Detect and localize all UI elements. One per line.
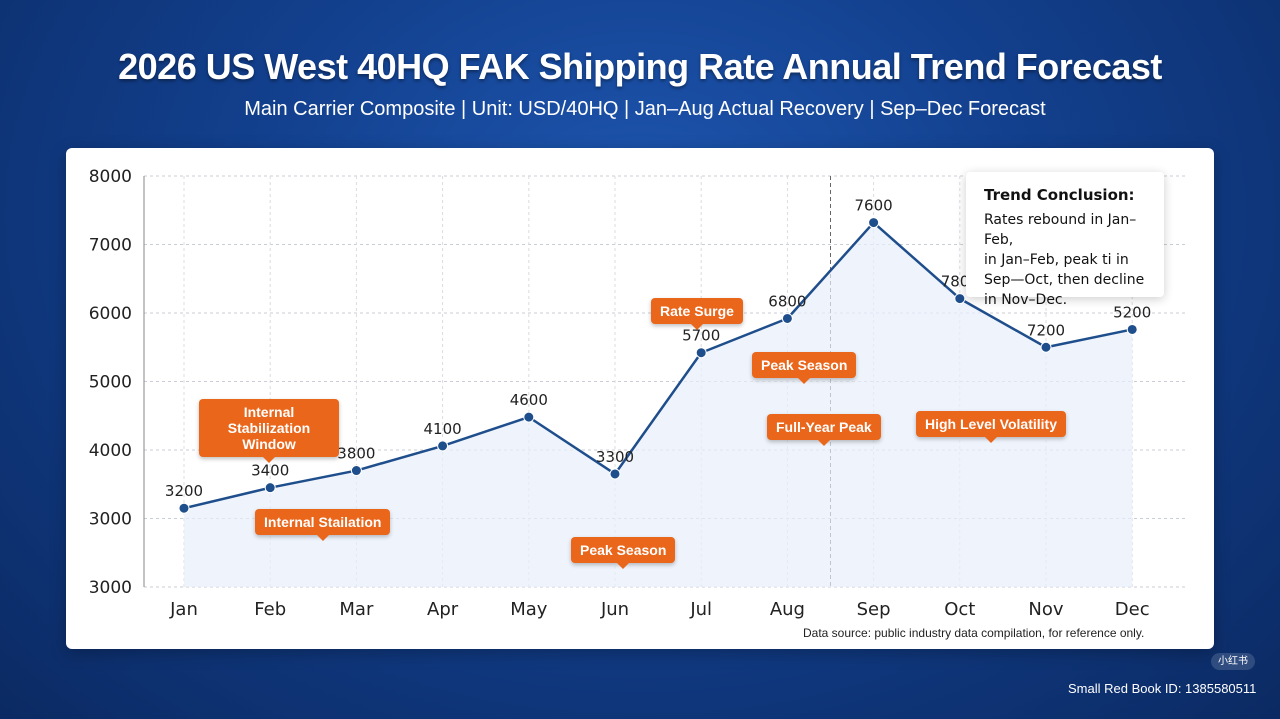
data-label: 5700 [682,327,720,345]
data-label: 7200 [1027,321,1065,339]
data-point [781,312,793,324]
data-point [350,465,362,477]
x-tick-label: Jul [689,599,712,620]
data-label: 4100 [424,420,462,438]
y-tick-label: 7000 [89,236,132,256]
conclusion-line-4: in Nov–Dec. [984,292,1068,308]
data-point [437,440,449,452]
data-point [695,347,707,359]
chart-title: 2026 US West 40HQ FAK Shipping Rate Annu… [118,46,1162,87]
app-badge: 小红书 [1211,653,1255,670]
series-area [184,222,1133,587]
x-tick-label: Nov [1028,599,1063,620]
watermark: Small Red Book ID: 1385580511 [1068,681,1257,696]
x-tick-label: Sep [857,599,891,620]
data-label: 3300 [596,448,634,466]
y-tick-label: 5000 [89,373,132,393]
x-tick-label: Jan [169,599,198,620]
series-line [183,221,1133,510]
x-tick-label: May [510,599,548,620]
conclusion-line-2: in Jan–Feb, peak ti in [984,252,1129,268]
y-tick-label: 4000 [89,441,132,461]
data-point [178,502,190,514]
callout-full-year-peak: Full-Year Peak [767,414,881,446]
conclusion-line-3: Sep—Oct, then decline [984,272,1145,288]
callout-peak-season-aug: Peak Season [752,352,857,384]
data-point [264,482,276,494]
line-chart: 3000 3000 4000 5000 6000 7000 8000 3200 Jan 3400 F… [89,167,1188,620]
data-point [523,411,535,423]
callout-rate-surge: Rate Surge [651,298,743,330]
data-label: 5200 [1113,303,1151,321]
data-point [1040,341,1052,353]
y-tick-label: 3000 [89,578,132,598]
callout-high-level-volatility: High Level Volatility [916,411,1066,443]
y-tick-label: 6000 [89,304,132,324]
x-tick-label: Jun [600,599,629,620]
x-tick-label: Mar [339,599,374,620]
x-tick-label: Aug [770,599,805,620]
y-tick-label: 8000 [89,167,132,187]
callout-internal-stailation: Internal Stailation [255,509,391,541]
x-tick-label: Oct [944,599,975,620]
data-point [868,217,880,229]
callout-peak-season-jun: Peak Season [571,537,676,569]
data-label: 3800 [337,445,375,463]
x-tick-label: Apr [427,599,459,620]
data-label: 3200 [165,482,203,500]
y-tick-label: 3000 [89,510,132,530]
callout-internal-stabilization-window: Internal Stabilization Window [199,399,339,463]
conclusion-line-1: Rates rebound in Jan–Feb, [984,212,1137,248]
data-label: 7600 [855,197,893,215]
data-label: 6800 [768,292,806,310]
x-tick-label: Dec [1115,599,1150,620]
trend-conclusion-box: Trend Conclusion: Rates rebound in Jan–F… [966,172,1164,308]
data-source-note: Data source: public industry data compil… [803,626,1145,640]
x-tick-label: Feb [254,599,286,620]
data-label: 3400 [251,462,289,480]
chart-subtitle: Main Carrier Composite | Unit: USD/40HQ … [244,98,1046,120]
data-point [609,468,621,480]
data-label: 4600 [510,391,548,409]
data-point [1126,323,1138,335]
data-point [954,293,966,305]
conclusion-heading: Trend Conclusion: [984,186,1135,204]
